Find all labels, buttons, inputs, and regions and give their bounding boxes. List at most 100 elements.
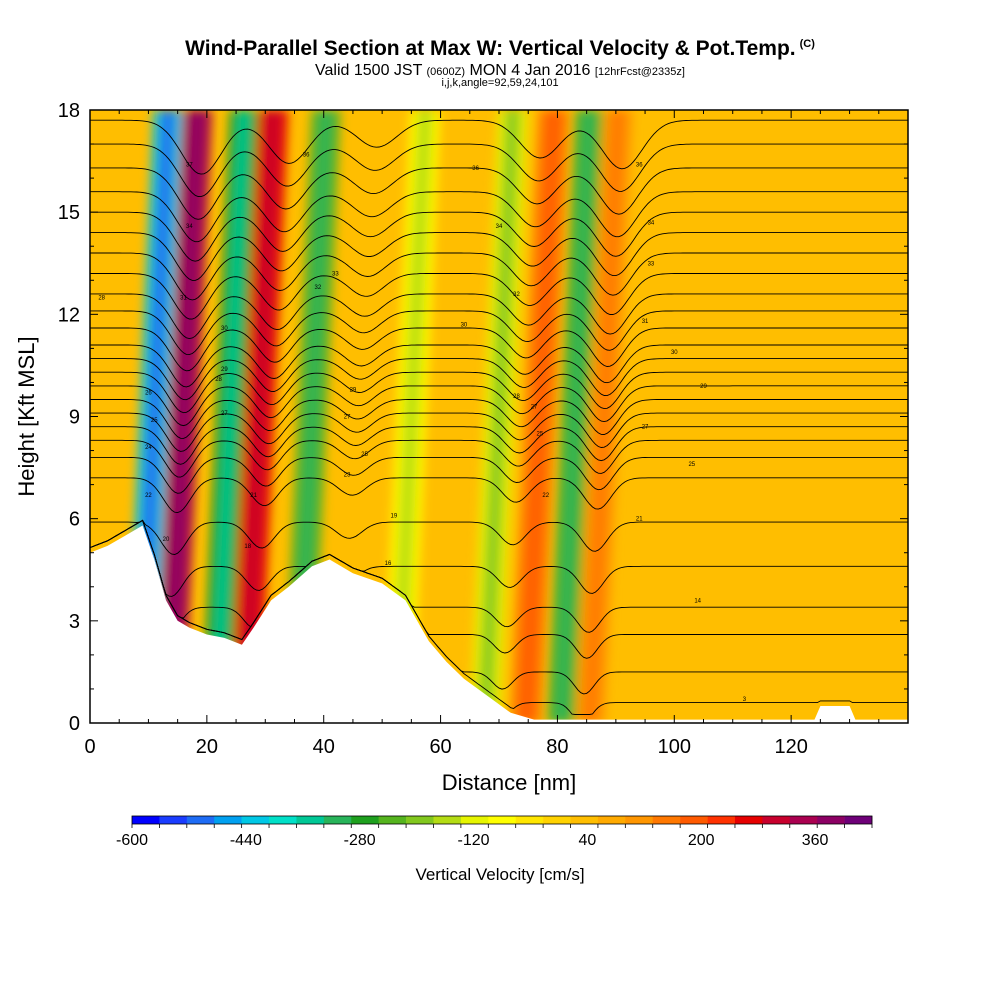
chart-subtitle: Valid 1500 JST (0600Z) MON 4 Jan 2016 [1…: [315, 62, 685, 79]
contour-label: 20: [163, 537, 170, 543]
velocity-band-core: [237, 110, 281, 723]
contour-label: 3: [743, 697, 747, 703]
pot-temp-contour: [90, 167, 908, 220]
contour-label-text: 36: [303, 152, 310, 158]
colorbar-tick-label: 200: [688, 832, 715, 849]
contour-label-text: 26: [145, 391, 152, 397]
colorbar-swatch: [762, 816, 791, 824]
contour-label: 36: [636, 162, 643, 168]
contour-label-text: 25: [688, 462, 695, 468]
contour-label: 14: [694, 598, 701, 604]
contour-label-text: 33: [332, 271, 339, 277]
contour-label: 34: [648, 220, 655, 226]
pot-temp-contour: [90, 477, 908, 514]
pot-temp-contour: [90, 519, 908, 597]
contour-label: 33: [648, 261, 655, 267]
contour-label-text: 14: [694, 598, 701, 604]
contour-label: 34: [186, 224, 193, 230]
contour-label-text: 25: [537, 432, 544, 438]
velocity-band-core: [389, 110, 433, 723]
contour-label-text: 31: [642, 319, 649, 325]
contour-label-text: 27: [221, 411, 228, 417]
colorbar-tick-label: -280: [344, 832, 376, 849]
contour-label: 29: [700, 384, 707, 390]
contour-label-text: 31: [180, 295, 187, 301]
x-axis-label: Distance [nm]: [442, 770, 577, 795]
colorbar-swatch: [543, 816, 571, 824]
pot-temp-contours: [90, 119, 908, 715]
y-tick-label: 6: [69, 509, 80, 531]
pot-temp-contour: [90, 399, 908, 439]
colorbar-swatch: [406, 816, 434, 824]
contour-label-text: 18: [244, 544, 251, 550]
velocity-band-core: [290, 110, 334, 723]
contour-label: 32: [315, 285, 322, 291]
pot-temp-contour: [90, 232, 908, 281]
colorbar-swatch: [597, 816, 626, 824]
pot-temp-contour: [90, 519, 908, 633]
colorbar-swatch: [817, 816, 845, 824]
colorbar-tick-label: 360: [802, 832, 829, 849]
colorbar-swatch: [707, 816, 736, 824]
contour-label-text: 23: [344, 472, 351, 478]
colorbar-swatch: [132, 816, 160, 824]
contour-label: 21: [250, 493, 257, 499]
contour-label-text: 34: [648, 220, 655, 226]
pot-temp-contour: [90, 439, 908, 478]
contour-label: 27: [344, 415, 351, 421]
velocity-band-core: [208, 110, 252, 723]
colorbar-swatch: [241, 816, 270, 824]
colorbar-swatch: [652, 816, 681, 824]
colorbar-swatch: [159, 816, 188, 824]
plot-area: 28 37 34 31 30 29 28 27 26 25 24 22 20 21 18 36 33 32 29 27…: [90, 110, 908, 723]
y-axis-label: Height [Kft MSL]: [14, 336, 39, 496]
colorbar-swatch: [351, 816, 379, 824]
contour-label-text: 33: [648, 261, 655, 267]
contour-label: 27: [531, 404, 538, 410]
colorbar-swatch: [570, 816, 599, 824]
velocity-band-core: [518, 110, 562, 723]
pot-temp-contour: [90, 191, 908, 243]
pot-temp-contour: [90, 426, 908, 465]
contour-label: 21: [636, 517, 643, 523]
contour-label-text: 34: [186, 224, 193, 230]
terrain: [90, 525, 908, 723]
contour-label: 22: [542, 493, 549, 499]
contour-label: 31: [180, 295, 187, 301]
colorbar-swatch: [433, 816, 462, 824]
contour-label: 30: [461, 323, 468, 329]
chart-title: Wind-Parallel Section at Max W: Vertical…: [185, 37, 815, 60]
contour-label: 25: [688, 462, 695, 468]
contour-label-text: 36: [636, 162, 643, 168]
contour-label-text: 22: [145, 493, 152, 499]
contour-label: 27: [642, 425, 649, 431]
contour-label-text: 34: [496, 224, 503, 230]
contour-label-text: 32: [315, 285, 322, 291]
x-tick-label: 0: [84, 736, 95, 758]
contour-label: 26: [145, 391, 152, 397]
contour-label: 36: [303, 152, 310, 158]
contour-label: 25: [151, 418, 158, 424]
contour-label-text: 16: [385, 561, 392, 567]
contour-label: 27: [221, 411, 228, 417]
contour-label-text: 30: [461, 323, 468, 329]
contour-label: 29: [350, 387, 357, 393]
contour-label-text: 29: [221, 367, 228, 373]
contour-label-text: 32: [513, 292, 520, 298]
colorbar-swatch: [296, 816, 325, 824]
colorbar-swatch: [844, 816, 873, 824]
contour-label-text: 25: [361, 452, 368, 458]
contour-label-text: 20: [163, 537, 170, 543]
contour-label: 32: [513, 292, 520, 298]
contour-label: 31: [642, 319, 649, 325]
contour-label-text: 3: [743, 697, 747, 703]
pot-temp-contour: [90, 252, 908, 301]
pot-temp-contour: [90, 310, 908, 356]
contour-label: 22: [145, 493, 152, 499]
x-tick-label: 120: [774, 736, 807, 758]
contour-label-text: 19: [390, 513, 397, 519]
pot-temp-contour: [90, 358, 908, 401]
x-tick-label: 40: [313, 736, 335, 758]
contour-label: 24: [145, 445, 152, 451]
